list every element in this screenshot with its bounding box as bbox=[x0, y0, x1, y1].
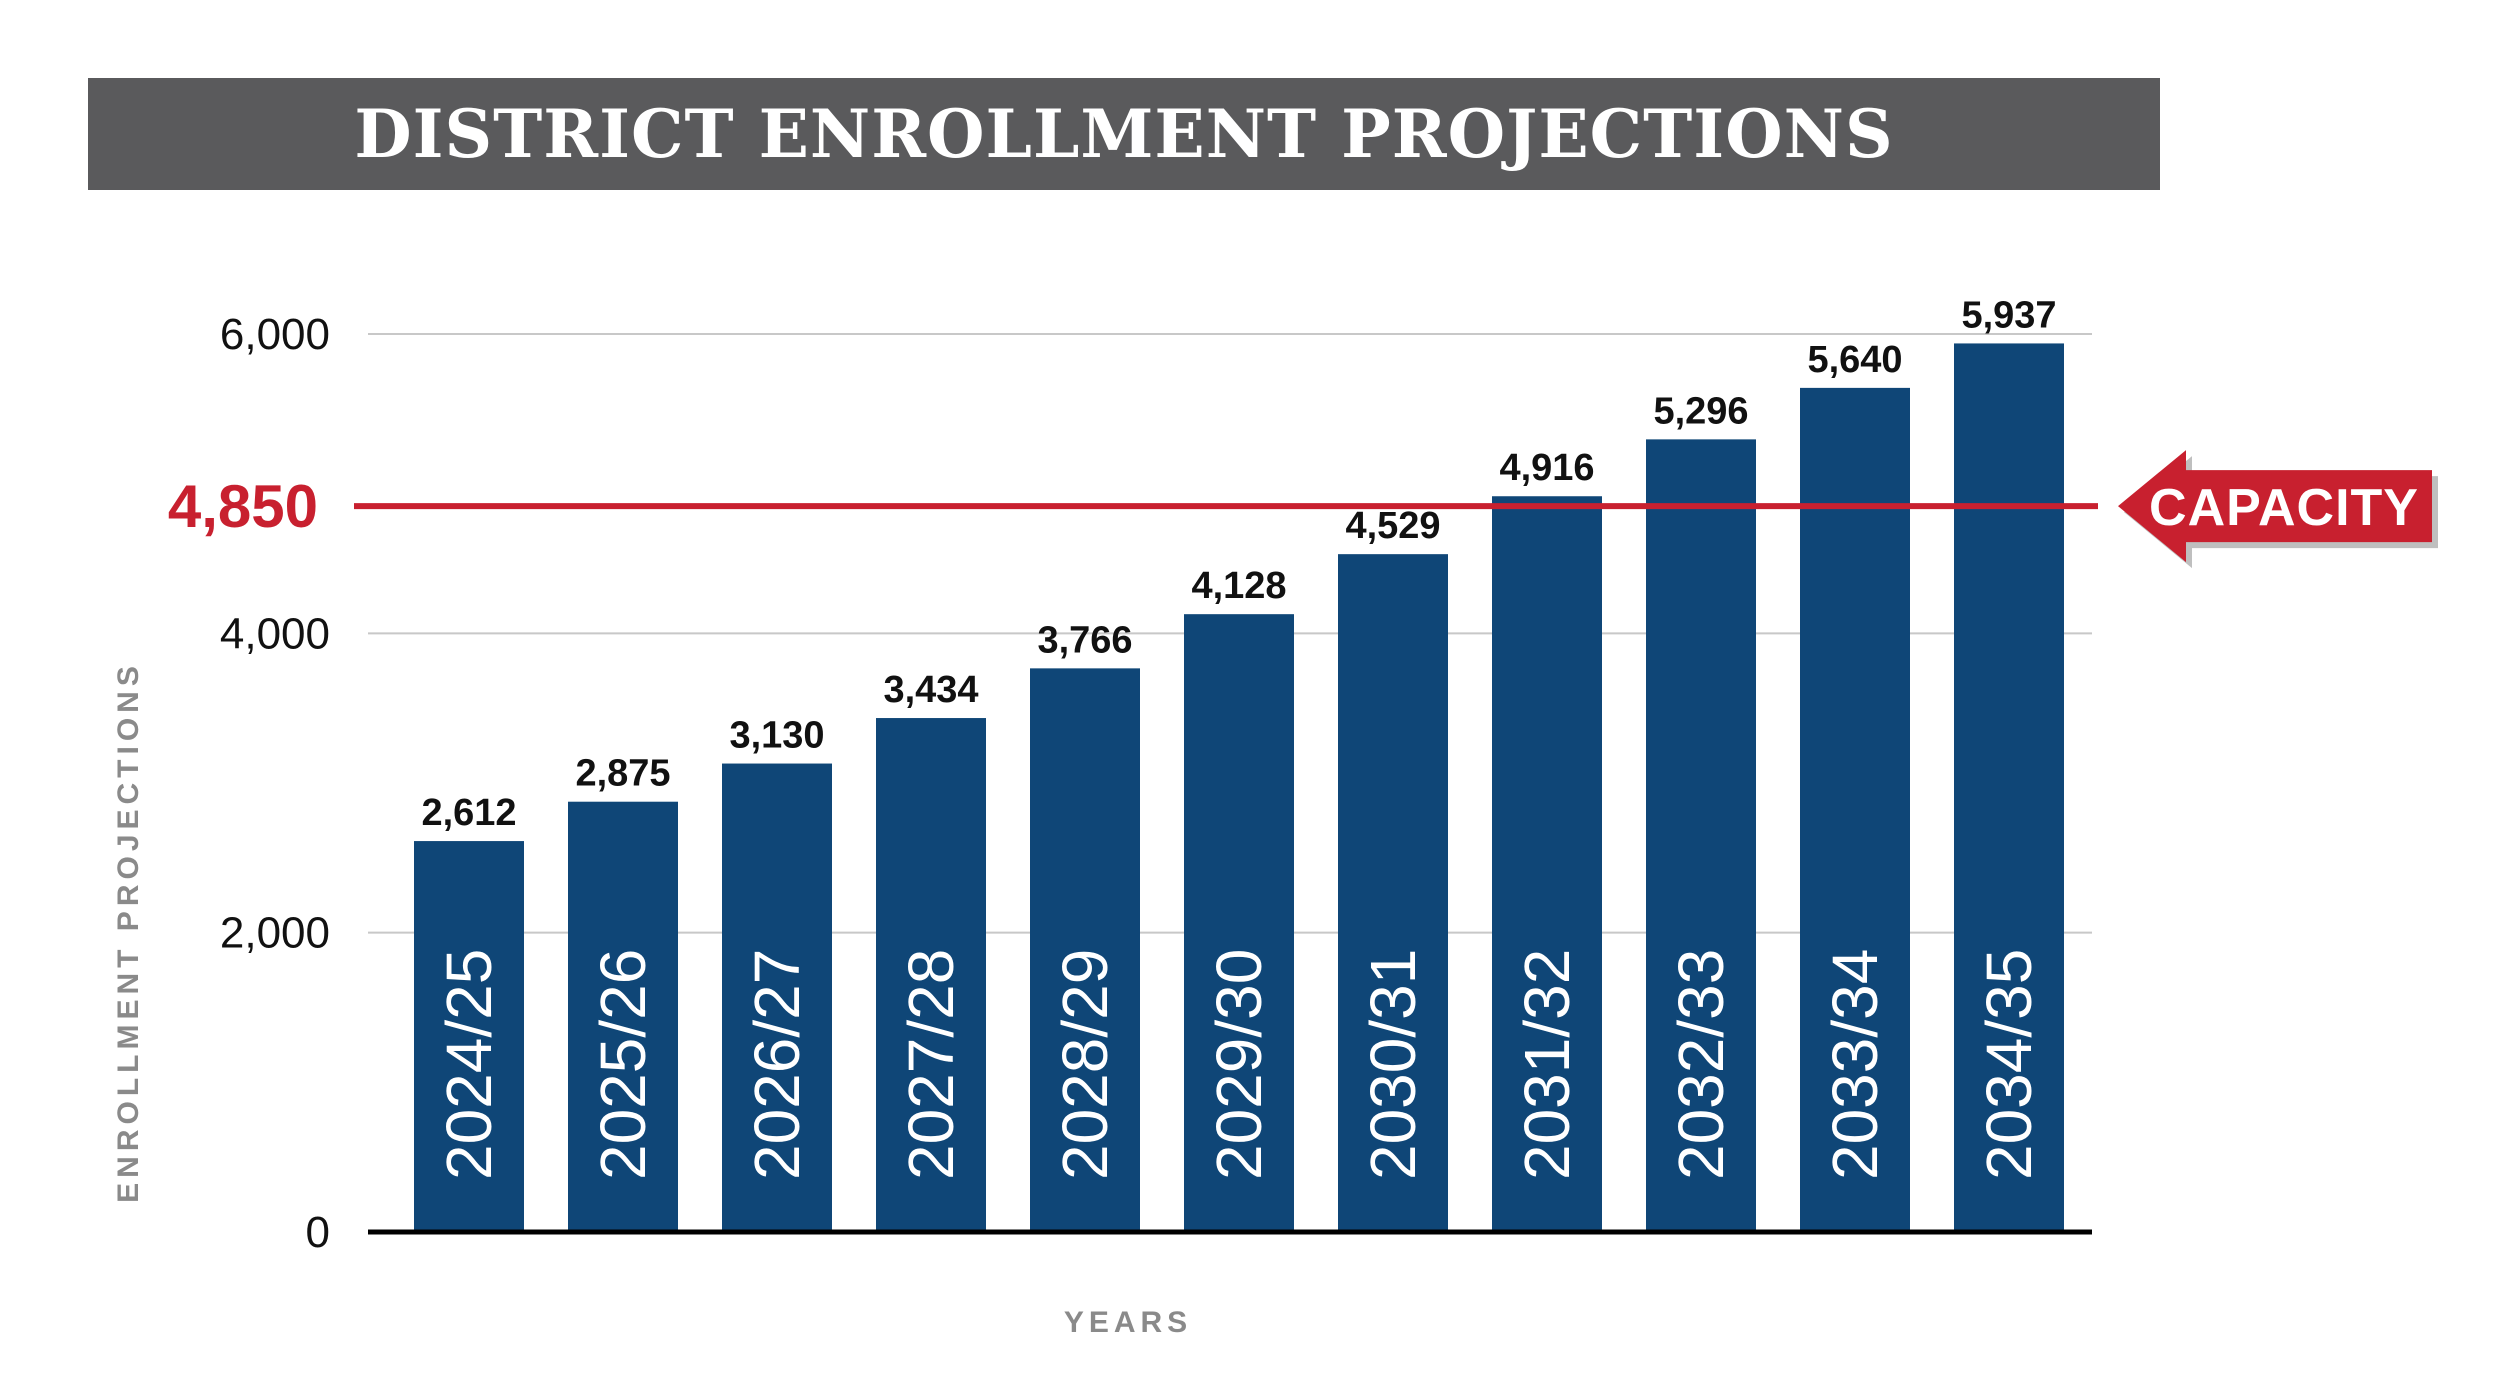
data-label: 3,766 bbox=[1037, 619, 1132, 661]
x-tick-label: 2026/27 bbox=[741, 949, 813, 1180]
x-tick-label: 2034/35 bbox=[1973, 949, 2045, 1180]
title-bar: DISTRICT ENROLLMENT PROJECTIONS bbox=[88, 78, 2160, 190]
data-label: 4,128 bbox=[1191, 565, 1286, 607]
y-axis-label: ENROLLMENT PROJECTIONS bbox=[112, 661, 145, 1203]
x-tick-label: 2033/34 bbox=[1819, 949, 1891, 1180]
capacity-group: 4,850 CAPACITY bbox=[168, 450, 2438, 569]
x-tick-label: 2031/32 bbox=[1511, 949, 1583, 1180]
capacity-tick-label: 4,850 bbox=[168, 473, 318, 540]
x-tick-label: 2032/33 bbox=[1665, 949, 1737, 1180]
capacity-arrow bbox=[2118, 450, 2432, 563]
bar bbox=[1800, 387, 1910, 1232]
bar bbox=[1338, 554, 1448, 1232]
bars: 2,612 2024/25 2,875 2025/26 3,130 2026/27 3,43… bbox=[414, 294, 2064, 1233]
x-tick-label: 2027/28 bbox=[895, 949, 967, 1180]
data-label: 4,529 bbox=[1345, 505, 1440, 547]
bar bbox=[568, 801, 678, 1232]
capacity-annotation: CAPACITY bbox=[2149, 479, 2419, 537]
x-axis-label: YEARS bbox=[1064, 1306, 1192, 1339]
bar bbox=[1030, 668, 1140, 1232]
data-label: 4,916 bbox=[1499, 447, 1594, 489]
data-label: 3,130 bbox=[729, 715, 824, 757]
data-label: 5,640 bbox=[1807, 339, 1902, 381]
data-label: 5,296 bbox=[1653, 390, 1748, 432]
data-label: 3,434 bbox=[883, 669, 978, 711]
x-tick-label: 2029/30 bbox=[1203, 949, 1275, 1180]
data-label: 2,875 bbox=[575, 753, 670, 795]
data-label: 2,612 bbox=[421, 792, 516, 834]
bar bbox=[1184, 614, 1294, 1232]
x-tick-label: 2025/26 bbox=[587, 949, 659, 1180]
bar bbox=[722, 763, 832, 1232]
y-axis-ticks: 0 2,000 4,000 6,000 bbox=[220, 310, 330, 1257]
data-label: 5,937 bbox=[1961, 294, 2056, 336]
bar bbox=[1646, 439, 1756, 1232]
bar bbox=[876, 718, 986, 1232]
bar bbox=[1954, 343, 2064, 1233]
bar bbox=[414, 841, 524, 1232]
bar bbox=[1492, 496, 1602, 1233]
y-tick-label: 6,000 bbox=[220, 310, 330, 359]
x-tick-label: 2030/31 bbox=[1357, 949, 1429, 1180]
x-tick-label: 2028/29 bbox=[1049, 949, 1121, 1180]
y-tick-label: 4,000 bbox=[220, 609, 330, 658]
y-tick-label: 2,000 bbox=[220, 909, 330, 958]
y-tick-label: 0 bbox=[306, 1208, 330, 1257]
chart-title: DISTRICT ENROLLMENT PROJECTIONS bbox=[354, 95, 1894, 173]
x-tick-label: 2024/25 bbox=[433, 949, 505, 1180]
